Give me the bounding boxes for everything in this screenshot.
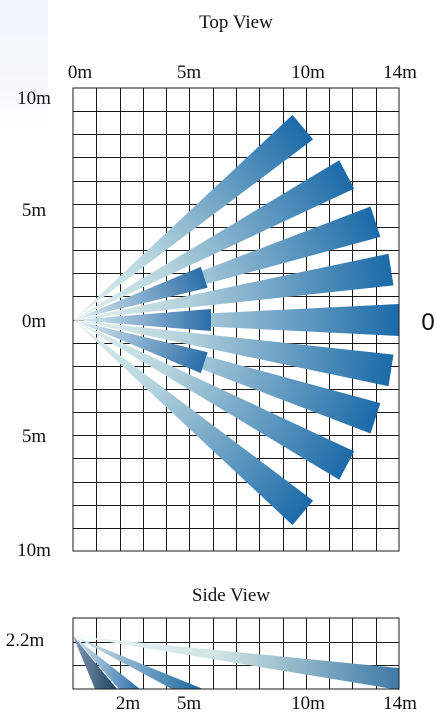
side-beam-long	[73, 636, 399, 690]
side-beam-mid	[73, 636, 203, 689]
side-beam-down	[73, 636, 117, 689]
top-y-tick-5m-upper: 5m	[22, 200, 47, 221]
top-y-tick-5m-lower: 5m	[22, 426, 47, 447]
corner-shading	[0, 0, 48, 130]
top-x-tick-5m: 5m	[177, 62, 202, 83]
beam-long-3	[73, 253, 394, 320]
beam-long-5	[73, 320, 394, 387]
beam-long-8	[73, 320, 314, 526]
top-y-tick-0m: 0m	[22, 311, 47, 332]
side-x-tick-14m: 14m	[383, 693, 417, 714]
beam-long-1	[73, 160, 355, 320]
side-x-tick-2m: 2m	[116, 693, 141, 714]
top-x-tick-14m: 14m	[383, 62, 417, 83]
top-view-beams	[73, 114, 399, 526]
side-height-label: 2.2m	[6, 630, 45, 651]
side-view-beams	[73, 636, 399, 690]
side-beam-short	[73, 636, 140, 689]
side-view-title: Side View	[192, 585, 270, 606]
beam-short-2	[73, 320, 208, 374]
top-y-tick-10m-lower: 10m	[17, 540, 51, 561]
beam-short-0	[73, 266, 208, 320]
top-view-title: Top View	[199, 12, 273, 33]
beam-long-7	[73, 320, 355, 480]
top-x-tick-10m: 10m	[291, 62, 325, 83]
beam-short-1	[73, 309, 211, 331]
side-x-tick-10m: 10m	[291, 693, 325, 714]
side-x-tick-5m: 5m	[177, 693, 202, 714]
top-y-tick-10m-upper: 10m	[17, 88, 51, 109]
side-view-frame	[72, 617, 400, 690]
top-view-frame	[72, 87, 400, 552]
beam-long-0	[73, 114, 314, 321]
top-x-tick-0m: 0m	[68, 62, 93, 83]
zero-marker: 0	[421, 309, 434, 336]
beam-long-4	[73, 304, 399, 336]
